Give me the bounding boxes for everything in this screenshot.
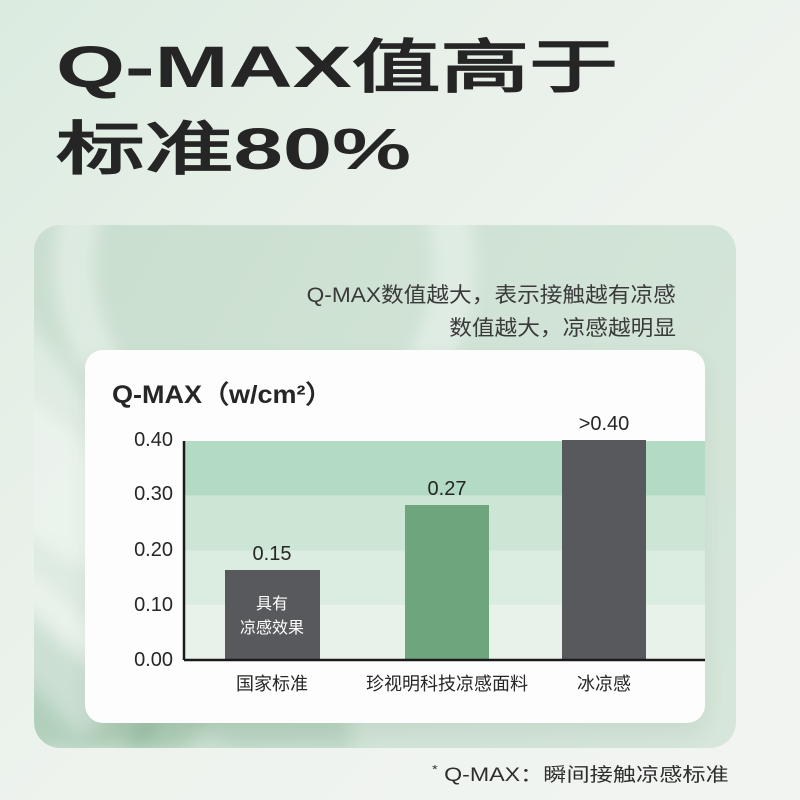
svg-text:冰凉感: 冰凉感 (577, 674, 631, 694)
svg-text:0.30: 0.30 (134, 483, 173, 505)
svg-text:具有: 具有 (256, 595, 288, 613)
svg-text:0.10: 0.10 (134, 594, 173, 616)
svg-text:0.27: 0.27 (428, 478, 467, 500)
svg-text:0.20: 0.20 (134, 539, 173, 561)
svg-text:0.15: 0.15 (253, 543, 292, 565)
svg-text:>0.40: >0.40 (579, 413, 630, 435)
svg-text:0.40: 0.40 (134, 429, 173, 451)
svg-text:0.00: 0.00 (134, 649, 173, 671)
svg-text:国家标准: 国家标准 (236, 674, 308, 694)
svg-text:凉感效果: 凉感效果 (240, 619, 304, 637)
svg-text:珍视明科技凉感面料: 珍视明科技凉感面料 (366, 674, 528, 694)
